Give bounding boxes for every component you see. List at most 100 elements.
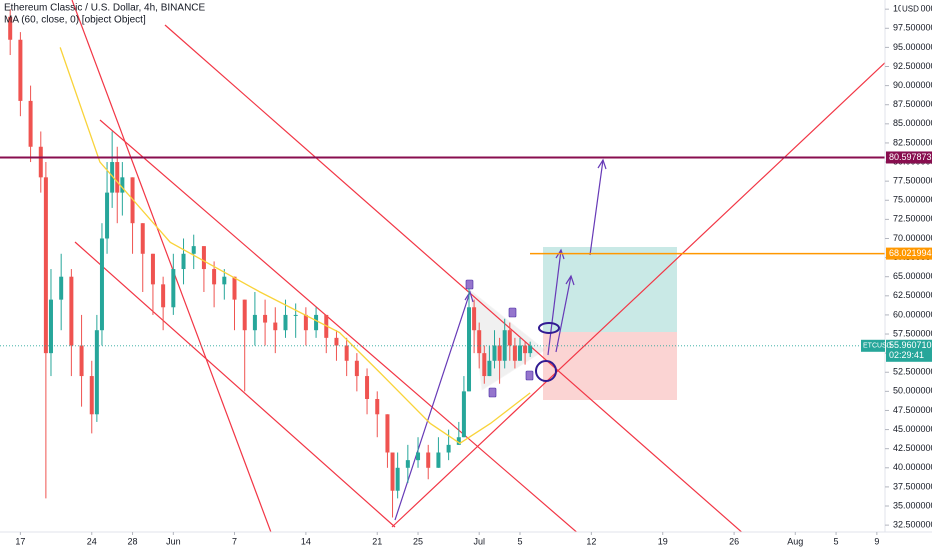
candle-body xyxy=(461,391,466,438)
price-axis: 32.5000000 35.0000000 37.5000000 40.0000000… xyxy=(885,4,932,529)
x-tick-label: 26 xyxy=(729,536,739,546)
price-line-label: 80.5978731 xyxy=(889,152,932,162)
candle-body xyxy=(334,337,339,346)
candle-body xyxy=(385,414,390,453)
candle-body xyxy=(456,437,461,445)
candle-body xyxy=(252,314,257,331)
candle-body xyxy=(181,253,186,270)
x-tick-label: 5 xyxy=(834,536,839,546)
trend-line xyxy=(71,0,272,532)
point-marker xyxy=(465,279,474,290)
candle-body xyxy=(8,16,13,40)
candle-body xyxy=(354,360,359,377)
trend-line xyxy=(391,61,885,528)
candle-body xyxy=(263,314,268,323)
trend-line xyxy=(99,119,578,532)
y-tick-label: 50.0000000 xyxy=(893,386,932,396)
y-tick-label: 65.0000000 xyxy=(893,271,932,281)
target-zone xyxy=(543,247,677,332)
candle-body xyxy=(79,345,84,377)
point-marker xyxy=(525,370,534,381)
arrow-head xyxy=(555,248,565,260)
x-tick-label: Jul xyxy=(473,536,485,546)
candle-body xyxy=(436,452,441,468)
x-tick-label: Aug xyxy=(787,536,803,546)
candle-body xyxy=(38,146,43,178)
candle-body xyxy=(472,307,477,331)
plot xyxy=(0,9,885,518)
candle-body xyxy=(232,276,237,300)
candle-body xyxy=(528,345,533,354)
y-tick-label: 35.0000000 xyxy=(893,500,932,510)
candle-body xyxy=(426,452,431,468)
y-tick-label: 85.0000000 xyxy=(893,118,932,128)
y-tick-label: 82.5000000 xyxy=(893,137,932,147)
y-tick-label: 32.5000000 xyxy=(893,519,932,529)
candle-body xyxy=(130,177,135,224)
candle-body xyxy=(28,100,33,147)
candle-body xyxy=(507,330,512,346)
candle-body xyxy=(497,345,502,361)
candle-body xyxy=(395,467,400,491)
trend-line xyxy=(164,24,743,532)
ellipse xyxy=(538,322,560,334)
x-tick-label: 5 xyxy=(517,536,522,546)
candle-body xyxy=(43,177,48,354)
candle-body xyxy=(115,162,120,193)
y-tick-label: 75.0000000 xyxy=(893,195,932,205)
y-tick-label: 42.5000000 xyxy=(893,443,932,453)
arrow xyxy=(555,275,572,353)
candle-body xyxy=(201,246,206,270)
x-tick-label: 9 xyxy=(874,536,879,546)
candle-body xyxy=(99,238,104,331)
trend-line xyxy=(74,241,396,528)
candle-body xyxy=(105,192,110,239)
x-tick-label: 28 xyxy=(128,536,138,546)
candle-body xyxy=(416,452,421,461)
candle-body xyxy=(477,330,482,354)
candle-body xyxy=(161,284,166,308)
x-tick-label: 25 xyxy=(413,536,423,546)
candle-body xyxy=(191,246,196,254)
y-tick-label: 92.5000000 xyxy=(893,61,932,71)
chart-title: Ethereum Classic / U.S. Dollar, 4h, BINA… xyxy=(4,3,206,14)
y-tick-label: 70.0000000 xyxy=(893,233,932,243)
y-tick-label: 87.5000000 xyxy=(893,99,932,109)
candle-body xyxy=(283,314,288,331)
candle-body xyxy=(140,223,145,254)
candle-body xyxy=(212,269,217,285)
y-tick-label: 57.5000000 xyxy=(893,328,932,338)
x-tick-label: 14 xyxy=(301,536,311,546)
point-marker xyxy=(508,307,517,318)
candle-body xyxy=(48,299,53,354)
candle-body xyxy=(110,162,115,193)
ellipse xyxy=(535,360,557,382)
currency-label: USD xyxy=(902,4,919,13)
stop-zone xyxy=(543,332,677,400)
y-tick-label: 60.0000000 xyxy=(893,309,932,319)
candle-body xyxy=(375,399,380,415)
candle-body xyxy=(344,345,349,361)
symbol-badge xyxy=(861,339,885,352)
x-tick-label: 17 xyxy=(15,536,25,546)
arrow xyxy=(589,159,604,256)
candle-body xyxy=(365,376,370,399)
candle-body xyxy=(512,345,517,361)
candle-body xyxy=(467,307,472,392)
candle-body xyxy=(492,345,497,361)
moving-average xyxy=(59,47,531,445)
y-tick-label: 97.5000000 xyxy=(893,23,932,33)
y-tick-label: 72.5000000 xyxy=(893,214,932,224)
y-tick-label: 45.0000000 xyxy=(893,424,932,434)
candle-body xyxy=(405,460,410,468)
y-tick-label: 37.5000000 xyxy=(893,481,932,491)
candle-body xyxy=(69,276,74,346)
x-tick-label: 21 xyxy=(372,536,382,546)
arrow-head xyxy=(565,274,575,286)
last-price-badge xyxy=(886,339,932,362)
candle-body xyxy=(273,322,278,331)
price-line-badge xyxy=(886,247,932,260)
candle-body xyxy=(171,269,176,308)
price-line-label: 68.0219943 xyxy=(889,248,932,258)
candle-body xyxy=(120,177,125,193)
